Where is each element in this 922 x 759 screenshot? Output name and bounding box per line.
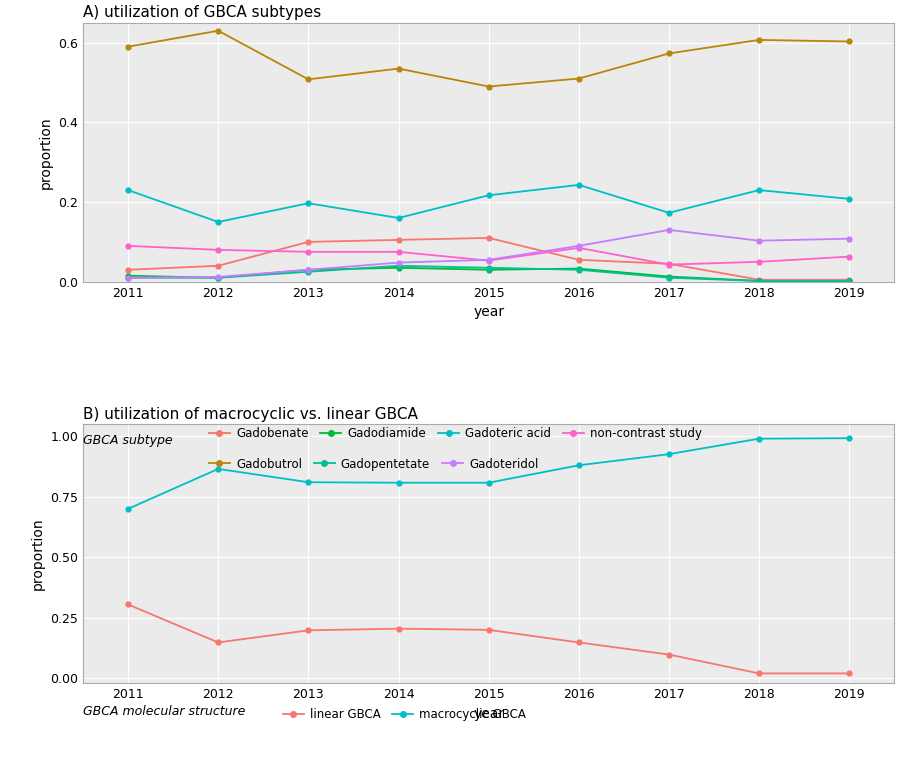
Text: GBCA molecular structure: GBCA molecular structure bbox=[83, 705, 245, 719]
Text: B) utilization of macrocyclic vs. linear GBCA: B) utilization of macrocyclic vs. linear… bbox=[83, 407, 418, 421]
Legend: linear GBCA, macrocyclic GBCA: linear GBCA, macrocyclic GBCA bbox=[282, 708, 526, 721]
Legend: Gadobutrol, Gadopentetate, Gadoteridol: Gadobutrol, Gadopentetate, Gadoteridol bbox=[208, 458, 538, 471]
Legend: Gadobenate, Gadodiamide, Gadoteric acid, non-contrast study: Gadobenate, Gadodiamide, Gadoteric acid,… bbox=[208, 427, 702, 440]
Y-axis label: proportion: proportion bbox=[30, 518, 44, 590]
X-axis label: year: year bbox=[473, 305, 504, 319]
Y-axis label: proportion: proportion bbox=[39, 116, 53, 188]
Text: GBCA subtype: GBCA subtype bbox=[83, 433, 172, 447]
X-axis label: year: year bbox=[473, 707, 504, 720]
Text: A) utilization of GBCA subtypes: A) utilization of GBCA subtypes bbox=[83, 5, 321, 20]
